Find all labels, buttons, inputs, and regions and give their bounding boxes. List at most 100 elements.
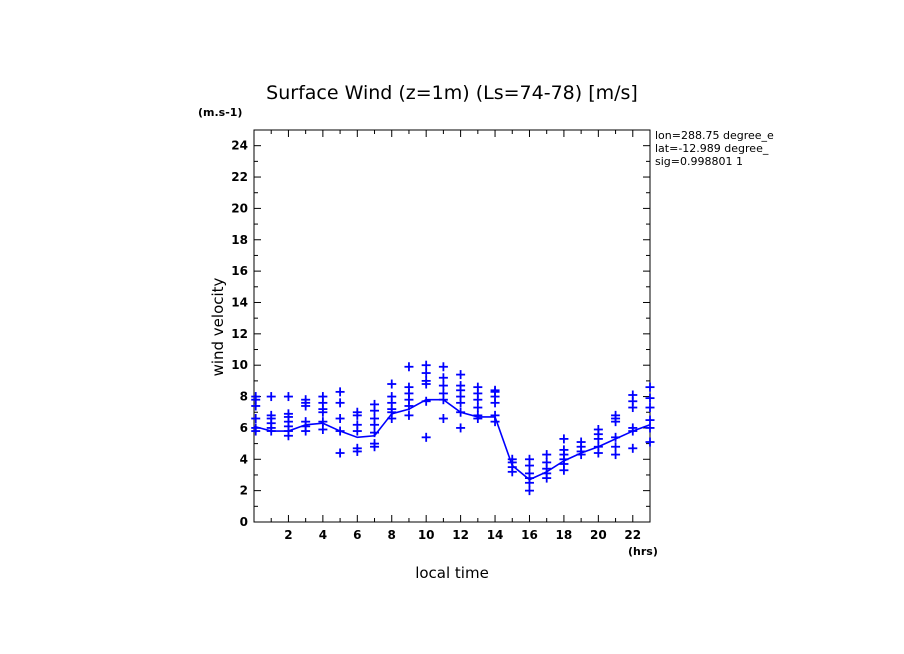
data-point-marker <box>370 414 380 424</box>
y-tick-label: 4 <box>240 452 248 466</box>
data-point-marker <box>611 450 621 460</box>
data-point-marker <box>559 445 569 455</box>
data-point-marker <box>335 414 345 424</box>
data-point-marker <box>456 423 466 433</box>
y-tick-label: 24 <box>231 139 248 153</box>
data-point-marker <box>611 410 621 420</box>
data-point-marker <box>318 392 328 402</box>
y-tick-label: 20 <box>231 201 248 215</box>
data-point-marker <box>542 457 552 467</box>
x-unit-label: (hrs) <box>628 545 658 558</box>
y-tick-label: 22 <box>231 170 248 184</box>
y-tick-label: 14 <box>231 295 248 309</box>
data-point-marker <box>352 407 362 417</box>
y-tick-label: 8 <box>240 390 248 404</box>
data-point-marker <box>628 443 638 453</box>
data-point-marker <box>404 382 414 392</box>
x-tick-label: 2 <box>284 528 292 542</box>
data-point-marker <box>301 417 311 427</box>
data-point-marker <box>438 362 448 372</box>
data-point-marker <box>421 360 431 370</box>
data-point-marker <box>438 381 448 391</box>
data-point-marker <box>456 370 466 380</box>
data-point-marker <box>490 385 500 395</box>
x-tick-label: 8 <box>388 528 396 542</box>
data-point-marker <box>387 379 397 389</box>
x-tick-label: 16 <box>521 528 538 542</box>
data-point-marker <box>645 382 655 392</box>
y-tick-label: 6 <box>240 421 248 435</box>
data-point-marker <box>645 393 655 403</box>
plot-frame <box>253 129 651 523</box>
data-point-marker <box>283 392 293 402</box>
y-unit-label: (m.s-1) <box>198 106 242 119</box>
data-point-marker <box>524 486 534 496</box>
info-clip <box>780 125 904 175</box>
data-point-marker <box>318 417 328 427</box>
data-point-marker <box>438 388 448 398</box>
data-point-marker <box>370 439 380 449</box>
data-point-marker <box>524 454 534 464</box>
y-tick-label: 12 <box>231 327 248 341</box>
data-point-marker <box>266 410 276 420</box>
data-point-marker <box>628 423 638 433</box>
data-point-marker <box>593 442 603 452</box>
data-marks <box>251 360 655 496</box>
data-point-marker <box>645 403 655 413</box>
data-point-marker <box>301 395 311 405</box>
data-point-marker <box>421 376 431 386</box>
data-point-marker <box>456 407 466 417</box>
x-tick-label: 14 <box>487 528 504 542</box>
x-axis-label: local time <box>415 564 489 582</box>
data-point-marker <box>490 410 500 420</box>
data-point-marker <box>559 434 569 444</box>
data-point-marker <box>645 423 655 433</box>
info-sig: sig=0.998801 1 <box>655 155 743 168</box>
data-point-marker <box>611 432 621 442</box>
y-tick-label: 10 <box>231 358 248 372</box>
data-point-marker <box>611 442 621 452</box>
info-lat: lat=-12.989 degree_ <box>655 142 769 155</box>
x-tick-label: 4 <box>319 528 327 542</box>
data-point-marker <box>645 437 655 447</box>
y-tick-label: 0 <box>240 515 248 529</box>
data-point-marker <box>404 410 414 420</box>
data-point-marker <box>370 428 380 438</box>
data-point-marker <box>473 382 483 392</box>
data-point-marker <box>421 432 431 442</box>
x-tick-label: 20 <box>590 528 607 542</box>
data-point-marker <box>456 381 466 391</box>
x-tick-label: 10 <box>418 528 435 542</box>
y-tick-label: 18 <box>231 233 248 247</box>
data-point-marker <box>335 398 345 408</box>
data-point-marker <box>251 392 261 402</box>
data-point-marker <box>438 373 448 383</box>
data-point-marker <box>524 468 534 478</box>
data-point-marker <box>421 368 431 378</box>
mean-series-line <box>253 398 651 481</box>
chart-title: Surface Wind (z=1m) (Ls=74-78) [m/s] <box>266 82 638 104</box>
y-axis-label: wind velocity <box>209 277 227 376</box>
data-point-marker <box>352 420 362 430</box>
data-point-marker <box>251 414 261 424</box>
data-point-marker <box>251 426 261 436</box>
data-point-marker <box>507 454 517 464</box>
data-point-marker <box>473 410 483 420</box>
data-point-marker <box>438 414 448 424</box>
info-box: lon=288.75 degree_e lat=-12.989 degree_ … <box>655 129 774 168</box>
data-point-marker <box>318 424 328 434</box>
data-point-marker <box>266 392 276 402</box>
data-point-marker <box>542 450 552 460</box>
data-point-marker <box>576 437 586 447</box>
data-point-marker <box>335 426 345 436</box>
data-point-marker <box>283 409 293 419</box>
data-point-marker <box>628 390 638 400</box>
data-point-marker <box>335 387 345 397</box>
x-tick-label: 22 <box>624 528 641 542</box>
data-point-marker <box>593 424 603 434</box>
x-tick-label: 6 <box>353 528 361 542</box>
info-lon: lon=288.75 degree_e <box>655 129 774 142</box>
data-point-marker <box>404 362 414 372</box>
